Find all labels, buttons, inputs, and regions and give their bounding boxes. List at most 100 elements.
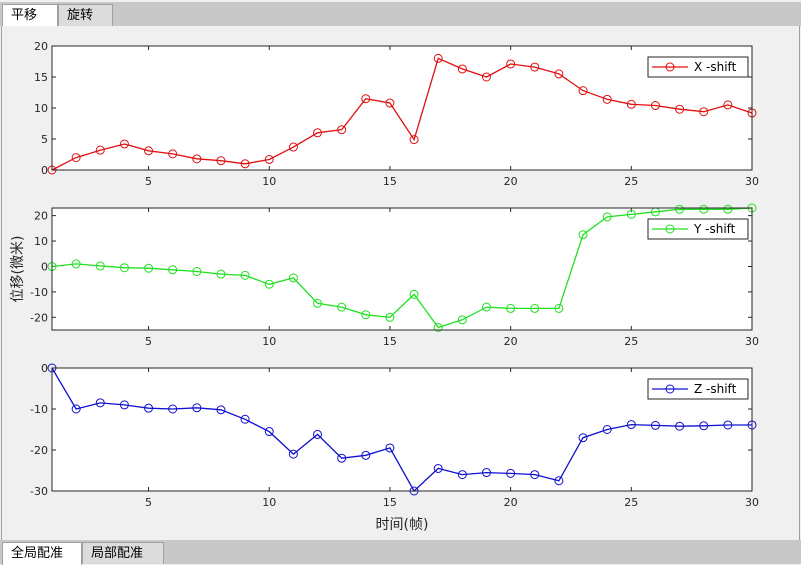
data-point [626,420,636,430]
data-point [675,204,685,214]
data-point [385,98,395,108]
x-tick-label: 10 [262,335,276,348]
data-point [578,433,588,443]
y-tick-label: -20 [30,311,48,324]
data-point [578,86,588,96]
tab-translation[interactable]: 平移 [2,4,58,27]
data-point [119,139,129,149]
data-point [168,149,178,159]
x-tick-label: 15 [383,496,397,509]
data-point [264,279,274,289]
y-tick-label: 5 [41,133,48,146]
x-tick-label: 20 [504,175,518,188]
tab-local-registration[interactable]: 局部配准 [82,542,164,564]
legend-marker [665,224,675,234]
data-point [337,453,347,463]
data-point [361,450,371,460]
data-point [530,470,540,480]
data-point [288,142,298,152]
legend-box [647,378,749,400]
x-tick-label: 30 [745,335,759,348]
data-point [457,315,467,325]
bottom-tab-bar: 全局配准 局部配准 [0,540,801,565]
data-point [119,263,129,273]
y-tick-label: -30 [30,485,48,498]
x-tick-label: 10 [262,175,276,188]
data-point [240,159,250,169]
data-point [481,468,491,478]
data-point [433,322,443,332]
data-point [506,468,516,478]
data-point [168,265,178,275]
y-tick-label: 0 [41,164,48,177]
data-point [554,476,564,486]
y-tick-label: 10 [34,235,48,248]
legend-marker [665,62,675,72]
data-point [168,404,178,414]
data-point [650,420,660,430]
x-tick-label: 5 [145,335,152,348]
legend-marker [665,384,675,394]
x-tick-label: 20 [504,335,518,348]
legend-label: Z -shift [694,382,737,396]
y-tick-label: 10 [34,102,48,115]
data-point [216,156,226,166]
x-tick-label: 15 [383,335,397,348]
data-point [530,303,540,313]
data-point [361,310,371,320]
data-point [313,128,323,138]
data-point [723,204,733,214]
data-point [71,404,81,414]
data-point [264,154,274,164]
y-axis-label: 位移(微米) [10,236,26,303]
data-point [433,463,443,473]
top-tab-bar: 平移 旋转 [0,2,801,27]
data-point [578,230,588,240]
data-point [457,64,467,74]
data-point [554,303,564,313]
data-point [723,420,733,430]
data-point [95,261,105,271]
data-point [313,429,323,439]
y-tick-label: -10 [30,286,48,299]
x-axis-label: 时间(帧) [376,517,429,533]
x-tick-label: 25 [624,175,638,188]
data-point [506,59,516,69]
data-point [723,100,733,110]
data-point [95,145,105,155]
x-tick-label: 5 [145,175,152,188]
axes-frame [51,207,753,331]
data-point [144,146,154,156]
data-point [433,53,443,63]
data-point [216,269,226,279]
axes-frame [51,367,753,492]
data-point [71,259,81,269]
x-tick-label: 20 [504,496,518,509]
tab-rotation[interactable]: 旋转 [58,4,113,26]
data-point [626,209,636,219]
data-point [481,72,491,82]
y-tick-label: 20 [34,210,48,223]
data-point [675,104,685,114]
plot-area-3 [52,368,752,491]
plot-area-1 [52,46,752,170]
data-point [313,298,323,308]
axes-frame [51,45,753,171]
data-point [530,62,540,72]
data-point [240,270,250,280]
data-point [554,69,564,79]
legend-label: Y -shift [693,222,736,236]
data-point [288,449,298,459]
data-point [192,403,202,413]
data-point [192,154,202,164]
x-tick-label: 25 [624,335,638,348]
data-point [699,421,709,431]
x-tick-label: 25 [624,496,638,509]
x-tick-label: 15 [383,175,397,188]
tab-global-registration[interactable]: 全局配准 [2,542,82,565]
data-point [288,273,298,283]
data-point [699,204,709,214]
legend-label: X -shift [694,60,737,74]
legend-box [647,218,749,240]
data-point [602,425,612,434]
